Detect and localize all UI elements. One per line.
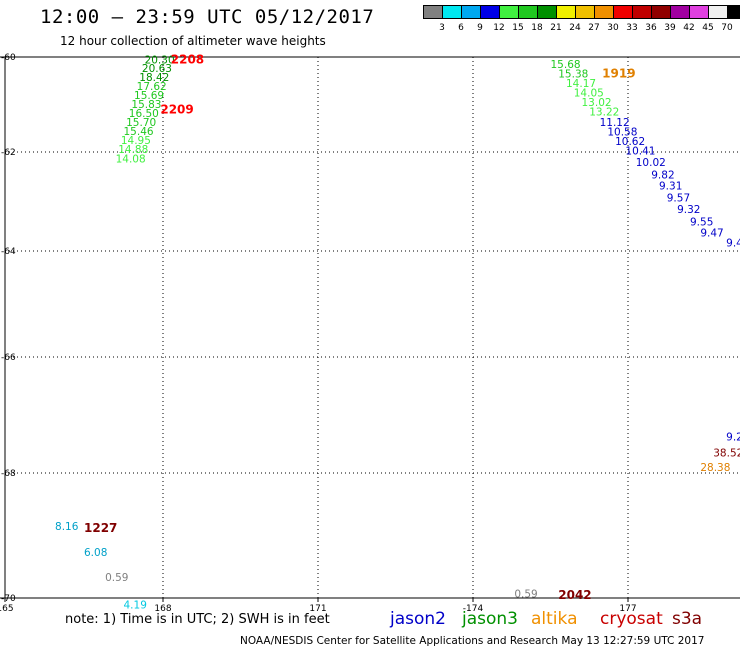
wave-height-value: 28.38	[700, 462, 730, 474]
wave-height-value: 9.55	[690, 216, 713, 228]
wave-height-value: 15.69	[134, 90, 164, 102]
map-title: 12:00 – 23:59 UTC 05/12/2017	[40, 6, 375, 28]
wave-height-value: 9.2	[726, 431, 740, 443]
legend-label: 24	[569, 23, 581, 33]
lon-tick-label: -174	[463, 604, 484, 614]
wave-height-value: 13.22	[589, 107, 619, 119]
legend-label: 27	[588, 23, 600, 33]
wave-height-value: 13.02	[582, 97, 612, 109]
wave-height-value: 10.58	[607, 127, 637, 139]
legend-label: 39	[664, 23, 676, 33]
lat-tick-label: -70	[1, 594, 16, 604]
lat-tick-label: -66	[1, 353, 16, 363]
legend-label: 70	[721, 23, 733, 33]
legend-label: 33	[626, 23, 638, 33]
legend-label: 36	[645, 23, 657, 33]
lat-tick-label: -64	[1, 247, 16, 257]
lon-tick-label: 177	[619, 604, 636, 614]
wave-height-value: 20.30	[145, 54, 175, 66]
wave-height-value: 4.19	[124, 599, 147, 611]
wave-height-value: 9.4	[726, 238, 740, 250]
wave-height-value: 8.16	[55, 521, 79, 533]
wave-height-value: 9.82	[651, 169, 674, 181]
pass-time-label: 1227	[84, 521, 117, 535]
pass-time-label: 1919	[602, 67, 635, 81]
lat-tick-label: -62	[1, 148, 16, 158]
wave-height-value: 15.70	[126, 117, 156, 129]
legend-label: 42	[683, 23, 695, 33]
wave-height-value: 15.68	[551, 59, 581, 71]
legend-label: 18	[531, 23, 543, 33]
map-subtitle: 12 hour collection of altimeter wave hei…	[60, 34, 326, 48]
lon-tick-label: 168	[154, 604, 171, 614]
legend-label: 9	[477, 23, 483, 33]
lon-tick-label: 165	[0, 604, 14, 614]
wave-height-value: 17.62	[137, 81, 167, 93]
lon-tick-label: 171	[309, 604, 326, 614]
wave-height-value: 0.59	[514, 589, 537, 601]
pass-time-label: 2208	[171, 52, 204, 66]
lat-tick-label: -60	[1, 53, 16, 63]
wave-height-value: 15.83	[131, 99, 161, 111]
wave-height-value: 14.95	[121, 135, 151, 147]
wave-height-value: 10.02	[636, 157, 666, 169]
legend-label: 3	[439, 23, 445, 33]
lat-tick-label: -68	[1, 469, 16, 479]
legend-label: 12	[493, 23, 505, 33]
wave-height-value: 9.57	[667, 193, 690, 205]
satellite-jason2-label: jason2	[390, 609, 446, 629]
pass-time-label: 2042	[558, 588, 591, 602]
legend-swatch	[727, 5, 740, 19]
legend-label: 21	[550, 23, 562, 33]
satellite-s3a-label: s3a	[672, 609, 703, 629]
wave-height-value: 14.05	[574, 88, 604, 100]
wave-height-value: 15.38	[558, 69, 588, 81]
wave-height-value: 9.32	[677, 204, 700, 216]
footer-note: note: 1) Time is in UTC; 2) SWH is in fe…	[65, 612, 330, 627]
wave-height-value: 10.41	[625, 146, 655, 158]
legend-label: 30	[607, 23, 619, 33]
wave-height-value: 18.42	[139, 72, 169, 84]
wave-height-value: 14.88	[118, 144, 148, 156]
credit-line: NOAA/NESDIS Center for Satellite Applica…	[240, 635, 705, 647]
legend-label: 45	[702, 23, 714, 33]
satellite-cryosat-label: cryosat	[600, 609, 663, 629]
wave-height-value: 14.17	[566, 78, 596, 90]
satellite-jason3-label: jason3	[462, 609, 518, 629]
wave-height-value: 20.63	[142, 63, 172, 75]
wave-height-value: 9.47	[700, 228, 723, 240]
wave-height-value: 16.50	[129, 108, 159, 120]
pass-time-label: 2209	[160, 102, 193, 116]
wave-height-value: 0.59	[105, 572, 128, 584]
wave-height-value: 38.52	[713, 448, 740, 460]
wave-height-value: 10.62	[615, 136, 645, 148]
wave-height-value: 14.08	[116, 153, 146, 165]
legend-label: 6	[458, 23, 464, 33]
satellite-altika-label: altika	[531, 609, 578, 629]
wave-height-value: 9.31	[659, 181, 682, 193]
wave-height-value: 15.46	[124, 126, 154, 138]
wave-height-value: 6.08	[84, 547, 107, 559]
legend-label: 15	[512, 23, 524, 33]
wave-height-value: 11.12	[600, 117, 630, 129]
